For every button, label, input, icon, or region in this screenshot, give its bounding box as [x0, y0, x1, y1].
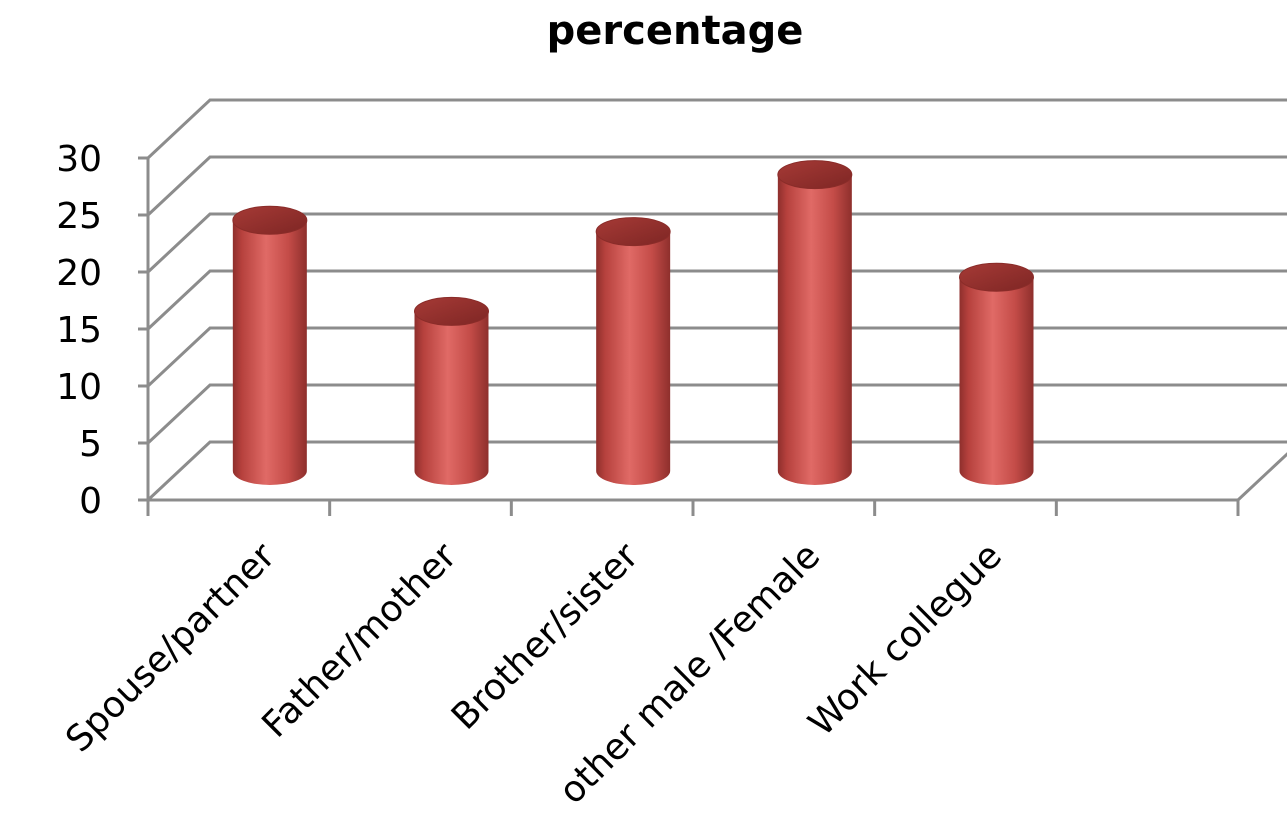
y-tick-label: 0 [79, 481, 102, 522]
y-axis-tick-labels: 0 5 10 15 20 25 30 [56, 139, 102, 522]
bar-top [595, 217, 671, 247]
gridline [146, 440, 1287, 502]
axes [138, 156, 1240, 516]
y-tick-label: 25 [56, 196, 102, 237]
bar [232, 205, 308, 486]
y-tick-label: 20 [56, 253, 102, 294]
y-tick-label: 10 [56, 367, 102, 408]
x-tick-label: Spouse/partner [58, 535, 283, 760]
bars [232, 160, 1034, 486]
bar [777, 160, 853, 486]
bar [959, 262, 1034, 486]
x-tick-label: Brother/sister [444, 535, 647, 738]
bar-top [232, 205, 308, 235]
x-tick-label: Work collegue [801, 535, 1010, 744]
bar-body [959, 277, 1034, 486]
bar-top [414, 296, 489, 326]
bar-body [414, 311, 489, 486]
gridline [146, 155, 1287, 217]
bar [414, 296, 489, 486]
gridline [146, 269, 1287, 331]
y-tick-label: 5 [79, 424, 102, 465]
y-tick-label: 30 [56, 139, 102, 180]
x-axis-tick-labels: Spouse/partnerFather/motherBrother/siste… [58, 535, 1010, 812]
gridline [146, 98, 1287, 160]
gridline [146, 212, 1287, 274]
bar-body [232, 220, 307, 486]
bar-body [777, 174, 852, 486]
gridlines [146, 98, 1287, 502]
gridline [146, 326, 1287, 388]
x-tick-label: Father/mother [255, 535, 465, 745]
bar-top [777, 160, 853, 190]
bar-top [959, 262, 1034, 292]
bar-body [596, 231, 671, 486]
gridline [146, 383, 1287, 445]
y-tick-label: 15 [56, 310, 102, 351]
chart-title: percentage [547, 8, 804, 54]
bar [595, 217, 671, 486]
